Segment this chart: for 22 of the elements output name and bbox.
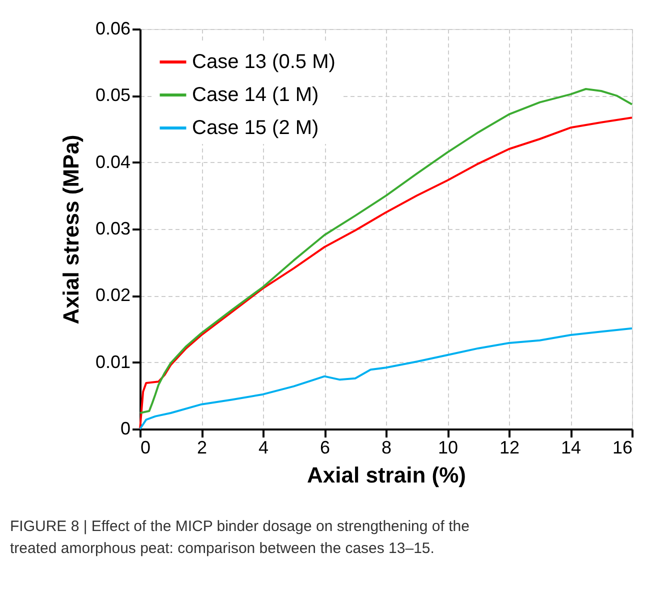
x-axis-title: Axial strain (%): [307, 462, 466, 488]
y-tick-label: 0.05: [95, 85, 130, 106]
y-axis-title: Axial stress (MPa): [58, 134, 84, 324]
legend-label: Case 13 (0.5 M): [192, 51, 336, 73]
y-tick-label: 0.06: [95, 18, 130, 38]
x-tick-label: 8: [381, 438, 392, 458]
y-tick-label: 0.04: [95, 152, 130, 172]
x-tick-label: 14: [560, 438, 582, 458]
y-tick-label: 0.02: [95, 285, 130, 306]
x-tick-label: 6: [320, 438, 330, 458]
x-tick-label: 2: [196, 438, 208, 458]
x-tick-label: 16: [612, 438, 632, 458]
caption: FIGURE 8 | Effect of the MICP binder dosage on strengthening of the treated amorphous peat: comparison between the cases 13–15.: [10, 518, 470, 557]
x-tick-label: 12: [499, 438, 520, 458]
legend-label: Case 15 (2 M): [192, 117, 319, 139]
y-tick-label: 0.03: [95, 218, 130, 238]
x-tick-label: 0: [140, 438, 151, 458]
x-tick-label: 10: [438, 438, 458, 458]
y-tick-label: 0.01: [95, 352, 130, 372]
y-tick-label: 0: [120, 418, 130, 438]
x-tick-label: 4: [258, 438, 269, 458]
legend-label: Case 14 (1 M): [192, 84, 319, 106]
